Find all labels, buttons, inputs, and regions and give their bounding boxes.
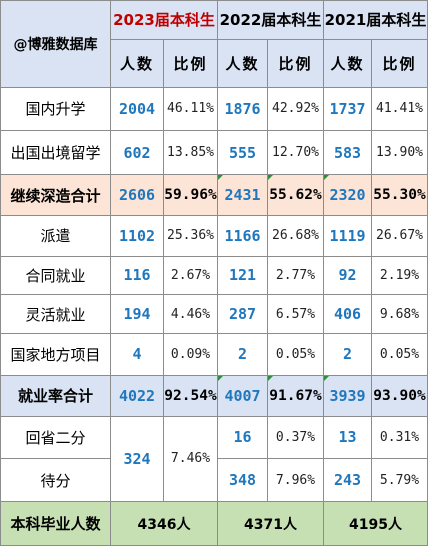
count-cell: 1102 [110, 214, 164, 257]
ratio-cell: 2.77% [267, 255, 324, 296]
count-cell: 13 [323, 415, 372, 460]
ratio-cell-merged: 7.46% [163, 415, 218, 503]
ratio-cell: 59.96% [163, 174, 218, 216]
ratio-header-2021: 比例 [371, 38, 428, 88]
row-label: 继续深造合计 [0, 174, 111, 216]
table-row-total: 本科毕业人数 4346人 4371人 4195人 [0, 501, 428, 546]
ratio-cell: 92.54% [163, 374, 218, 417]
count-cell: 2 [323, 333, 372, 376]
ratio-cell: 25.36% [163, 214, 218, 257]
count-header-2023: 人数 [110, 38, 164, 88]
header-row-columns: 人数 比例 人数 比例 人数 比例 [1, 38, 428, 88]
brand-label: @博雅数据库 [0, 0, 111, 88]
row-label: 合同就业 [0, 255, 111, 296]
table-row: 待分 348 7.96% 243 5.79% [0, 458, 428, 503]
ratio-cell: 7.96% [267, 458, 324, 503]
ratio-cell: 5.79% [371, 458, 428, 503]
row-label: 本科毕业人数 [0, 501, 111, 546]
count-cell: 1166 [217, 214, 268, 257]
count-cell: 1876 [217, 86, 268, 132]
ratio-cell: 0.05% [371, 333, 428, 376]
count-cell-merged: 324 [110, 415, 164, 503]
ratio-cell: 26.68% [267, 214, 324, 257]
total-graduates-2022: 4371人 [217, 501, 324, 546]
table-row: 出国出境留学 602 13.85% 555 12.70% 583 13.90% [0, 130, 428, 176]
header-row-years: @博雅数据库 2023届本科生 2022届本科生 2021届本科生 [0, 0, 428, 88]
count-cell: 116 [110, 255, 164, 296]
ratio-cell: 0.37% [267, 415, 324, 460]
row-label: 回省二分 [0, 415, 111, 460]
row-label: 国内升学 [0, 86, 111, 132]
row-label: 待分 [0, 458, 111, 503]
count-cell: 555 [217, 130, 268, 176]
ratio-cell: 0.31% [371, 415, 428, 460]
ratio-cell: 46.11% [163, 86, 218, 132]
ratio-cell: 0.05% [267, 333, 324, 376]
count-cell: 2431 [217, 174, 268, 216]
count-cell: 406 [323, 294, 372, 335]
table-row: 派遣 1102 25.36% 1166 26.68% 1119 26.67% [0, 214, 428, 257]
ratio-cell: 2.19% [371, 255, 428, 296]
ratio-cell: 41.41% [371, 86, 428, 132]
count-cell: 2606 [110, 174, 164, 216]
ratio-cell: 42.92% [267, 86, 324, 132]
total-graduates-2023: 4346人 [110, 501, 218, 546]
table-row-subtotal: 就业率合计 4022 92.54% 4007 91.67% 3939 93.90… [0, 374, 428, 417]
ratio-cell: 4.46% [163, 294, 218, 335]
row-label: 出国出境留学 [0, 130, 111, 176]
table-row: 灵活就业 194 4.46% 287 6.57% 406 9.68% [0, 294, 428, 335]
ratio-cell: 55.62% [267, 174, 324, 216]
ratio-cell: 13.90% [371, 130, 428, 176]
year-2022-header: 2022届本科生 [217, 0, 324, 40]
count-cell: 16 [217, 415, 268, 460]
count-cell: 3939 [323, 374, 372, 417]
count-cell: 243 [323, 458, 372, 503]
table-row: 回省二分 324 7.46% 16 0.37% 13 0.31% [0, 415, 428, 503]
count-cell: 287 [217, 294, 268, 335]
row-label: 就业率合计 [0, 374, 111, 417]
count-header-2021: 人数 [323, 38, 372, 88]
table-row: 合同就业 116 2.67% 121 2.77% 92 2.19% [0, 255, 428, 296]
ratio-cell: 0.09% [163, 333, 218, 376]
total-graduates-2021: 4195人 [323, 501, 428, 546]
ratio-cell: 2.67% [163, 255, 218, 296]
ratio-header-2023: 比例 [163, 38, 218, 88]
ratio-cell: 13.85% [163, 130, 218, 176]
count-cell: 4007 [217, 374, 268, 417]
count-cell: 4 [110, 333, 164, 376]
ratio-cell: 93.90% [371, 374, 428, 417]
ratio-cell: 55.30% [371, 174, 428, 216]
count-cell: 1737 [323, 86, 372, 132]
ratio-cell: 26.67% [371, 214, 428, 257]
table-row: 国家地方项目 4 0.09% 2 0.05% 2 0.05% [0, 333, 428, 376]
count-header-2022: 人数 [217, 38, 268, 88]
count-cell: 2320 [323, 174, 372, 216]
count-cell: 348 [217, 458, 268, 503]
ratio-header-2022: 比例 [267, 38, 324, 88]
ratio-cell: 12.70% [267, 130, 324, 176]
table-row: 国内升学 2004 46.11% 1876 42.92% 1737 41.41% [0, 86, 428, 132]
count-cell: 583 [323, 130, 372, 176]
count-cell: 4022 [110, 374, 164, 417]
count-cell: 194 [110, 294, 164, 335]
year-2023-header: 2023届本科生 [110, 0, 218, 40]
ratio-cell: 91.67% [267, 374, 324, 417]
count-cell: 2004 [110, 86, 164, 132]
row-label: 派遣 [0, 214, 111, 257]
count-cell: 1119 [323, 214, 372, 257]
table-row-subtotal: 继续深造合计 2606 59.96% 2431 55.62% 2320 55.3… [0, 174, 428, 216]
row-label: 国家地方项目 [0, 333, 111, 376]
count-cell: 92 [323, 255, 372, 296]
ratio-cell: 9.68% [371, 294, 428, 335]
count-cell: 2 [217, 333, 268, 376]
year-2021-header: 2021届本科生 [323, 0, 428, 40]
count-cell: 121 [217, 255, 268, 296]
row-label: 灵活就业 [0, 294, 111, 335]
ratio-cell: 6.57% [267, 294, 324, 335]
count-cell: 602 [110, 130, 164, 176]
